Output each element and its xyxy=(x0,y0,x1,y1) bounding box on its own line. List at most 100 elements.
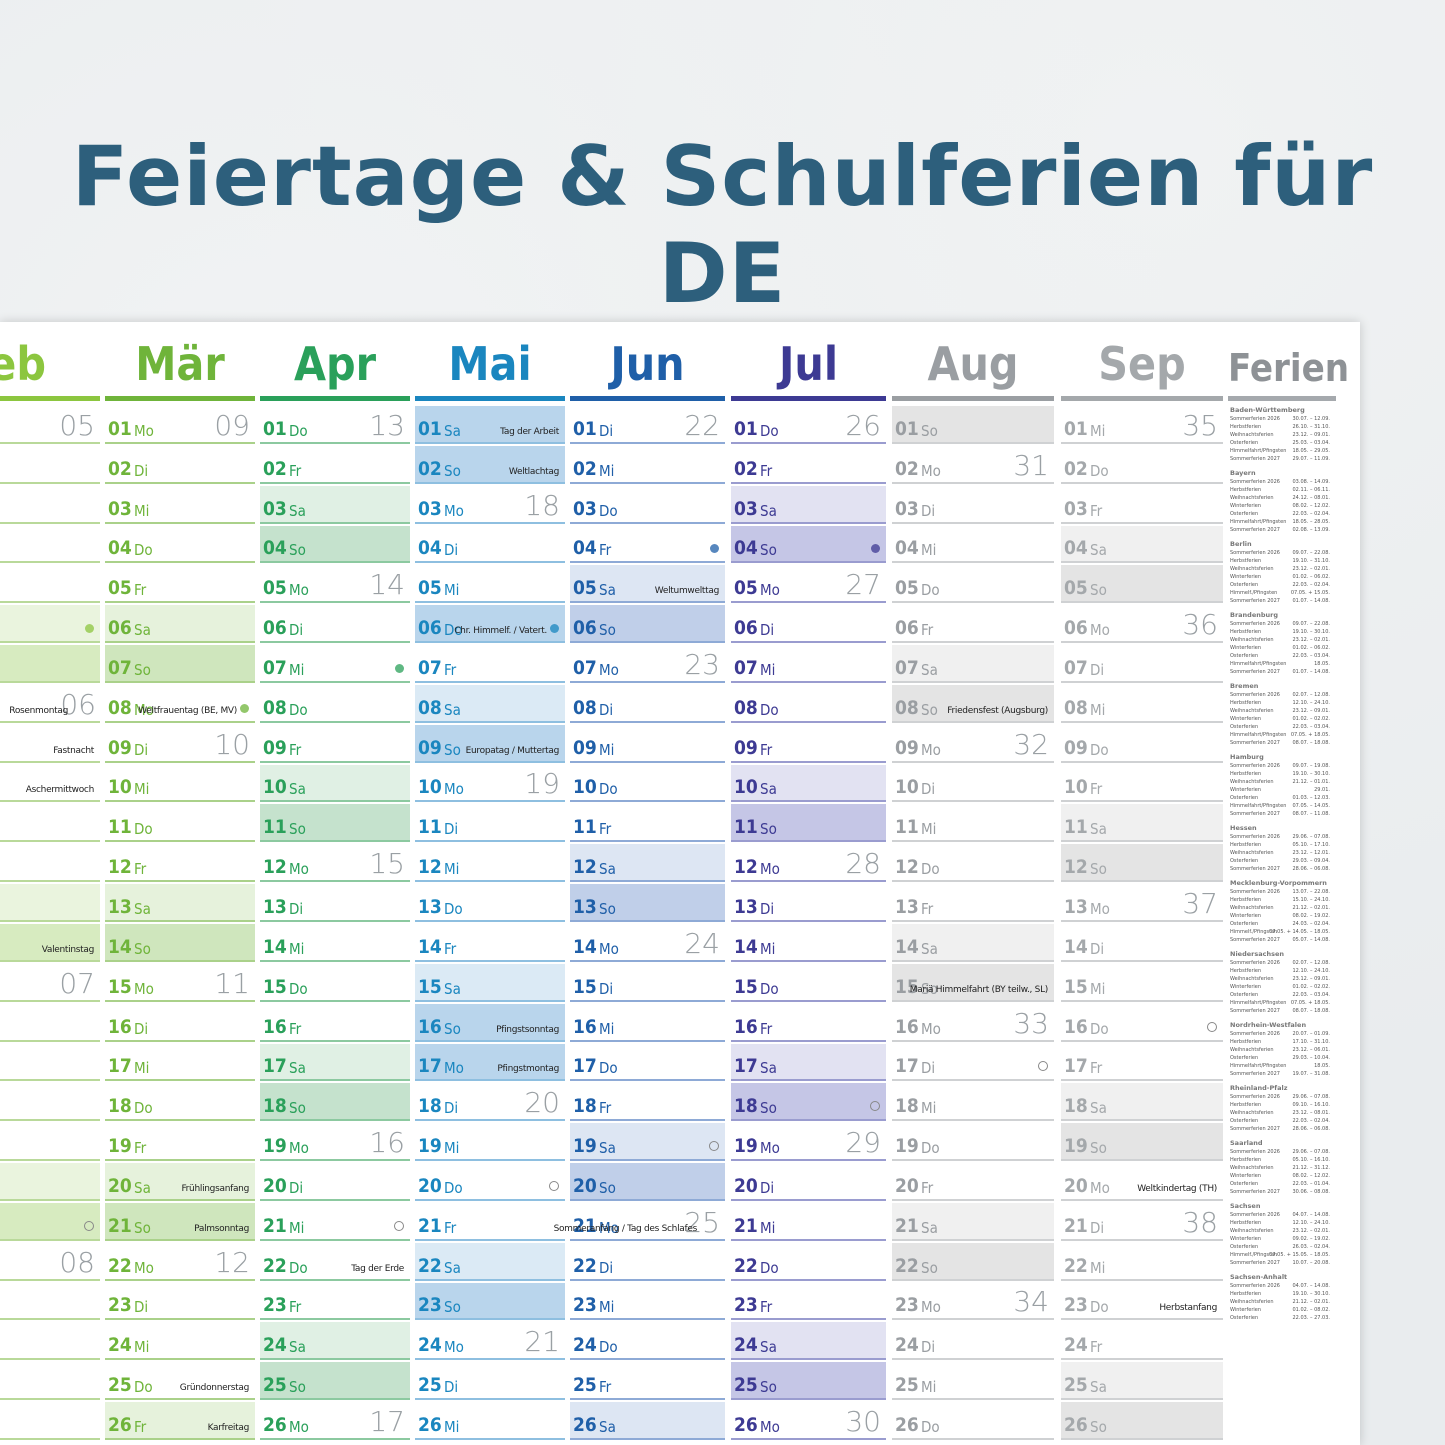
day-cell[interactable]: 06 So xyxy=(570,605,725,644)
day-cell[interactable]: 17 Do xyxy=(570,1044,725,1082)
day-cell[interactable]: 06 Di xyxy=(260,605,410,644)
day-cell[interactable]: 19 Mi xyxy=(415,1123,565,1162)
day-cell[interactable]: 10 Mi xyxy=(105,765,255,803)
day-cell[interactable]: 12 Mo 15 xyxy=(260,844,410,883)
day-cell[interactable]: 15 Do xyxy=(731,964,886,1002)
day-cell[interactable]: 05 Mi xyxy=(415,565,565,604)
day-cell[interactable]: 11 Do xyxy=(105,804,255,843)
day-cell[interactable]: 14 So xyxy=(105,923,255,962)
day-cell[interactable]: 09 Fr xyxy=(260,725,410,763)
day-cell[interactable]: 06 Fr xyxy=(892,605,1054,644)
day-cell[interactable]: 05 Fr xyxy=(105,565,255,604)
day-cell[interactable]: 10 Fr xyxy=(1061,765,1223,803)
day-cell[interactable]: 09 Do xyxy=(1061,725,1223,763)
day-cell[interactable]: 06 Di xyxy=(731,605,886,644)
day-cell[interactable]: 14 Mi xyxy=(260,924,410,962)
day-cell[interactable]: 22 Di xyxy=(570,1243,725,1281)
day-cell[interactable]: 06 Sa xyxy=(105,605,255,644)
day-cell[interactable]: 25 Fr xyxy=(570,1362,725,1401)
day-cell[interactable]: 09 Di 10 xyxy=(105,725,255,763)
day-cell[interactable]: 21 Sa xyxy=(892,1202,1054,1241)
day-cell[interactable]: 25 Di xyxy=(415,1362,565,1401)
day-cell[interactable]: 17 Fr xyxy=(1061,1044,1223,1082)
day-cell[interactable]: 26 Fr Karfreitag xyxy=(105,1402,255,1440)
day-cell[interactable]: 26 Mo 17 xyxy=(260,1402,410,1440)
day-cell[interactable]: 19 Mo 16 xyxy=(260,1123,410,1162)
day-cell[interactable]: 05 Mo 14 xyxy=(260,565,410,604)
day-cell[interactable]: 02 Fr xyxy=(731,446,886,484)
day-cell[interactable]: 25 So xyxy=(731,1362,886,1401)
day-cell[interactable]: 07 So xyxy=(105,645,255,683)
day-cell[interactable]: 24 Sa xyxy=(731,1322,886,1361)
day-cell[interactable]: 25 Do Gründonnerstag xyxy=(105,1362,255,1401)
day-cell[interactable]: 01 Do 13 xyxy=(260,406,410,444)
day-cell[interactable]: 25 So xyxy=(260,1362,410,1401)
day-cell[interactable] xyxy=(0,605,100,644)
day-cell[interactable] xyxy=(0,884,100,922)
day-cell[interactable] xyxy=(0,1322,100,1361)
day-cell[interactable]: 04 Do xyxy=(105,526,255,564)
day-cell[interactable]: 11 Mi xyxy=(892,804,1054,843)
day-cell[interactable]: 03 Sa xyxy=(260,485,410,524)
day-cell[interactable] xyxy=(0,1362,100,1401)
day-cell[interactable]: 08 Mi xyxy=(1061,685,1223,723)
day-cell[interactable]: 01 Mi 35 xyxy=(1061,406,1223,444)
day-cell[interactable]: Aschermittwoch xyxy=(0,765,100,803)
day-cell[interactable]: 08 Sa xyxy=(415,684,565,723)
day-cell[interactable]: 01 Do 26 xyxy=(731,406,886,444)
day-cell[interactable]: 14 Sa xyxy=(892,923,1054,962)
day-cell[interactable]: 24 Do xyxy=(570,1322,725,1361)
day-cell[interactable]: 18 Fr xyxy=(570,1083,725,1122)
day-cell[interactable]: 23 Mo 34 xyxy=(892,1283,1054,1321)
day-cell[interactable]: 13 Fr xyxy=(892,884,1054,922)
day-cell[interactable]: 12 Mo 28 xyxy=(731,844,886,883)
day-cell[interactable] xyxy=(0,565,100,604)
day-cell[interactable]: 16 Fr xyxy=(731,1004,886,1042)
day-cell[interactable]: 07 Di xyxy=(1061,645,1223,683)
day-cell[interactable]: 15 So Mariä Himmelfahrt (BY teilw., SL) xyxy=(892,963,1054,1002)
day-cell[interactable]: 16 So Pfingstsonntag xyxy=(415,1003,565,1042)
day-cell[interactable]: 04 So xyxy=(731,525,886,564)
day-cell[interactable]: 21 Mi xyxy=(260,1203,410,1241)
day-cell[interactable]: 01 Di 22 xyxy=(570,406,725,444)
day-cell[interactable]: 23 Mi xyxy=(570,1283,725,1321)
day-cell[interactable]: 08 Di xyxy=(570,685,725,723)
day-cell[interactable]: 09 Mi xyxy=(570,725,725,763)
day-cell[interactable]: 26 Sa xyxy=(570,1402,725,1440)
day-cell[interactable]: 24 Fr xyxy=(1061,1322,1223,1361)
day-cell[interactable]: 26 Do xyxy=(892,1402,1054,1440)
day-cell[interactable]: 13 So xyxy=(570,884,725,922)
day-cell[interactable]: 24 Mo 21 xyxy=(415,1322,565,1361)
day-cell[interactable]: 22 Mo 12 xyxy=(105,1243,255,1281)
day-cell[interactable]: 17 Sa xyxy=(731,1043,886,1082)
day-cell[interactable]: 08 Do xyxy=(260,685,410,723)
day-cell[interactable]: Fastnacht xyxy=(0,725,100,763)
day-cell[interactable]: Valentinstag xyxy=(0,923,100,962)
day-cell[interactable]: 11 Fr xyxy=(570,804,725,843)
day-cell[interactable]: 18 Sa xyxy=(1061,1083,1223,1122)
day-cell[interactable]: 12 Fr xyxy=(105,844,255,883)
day-cell[interactable]: 19 Mo 29 xyxy=(731,1123,886,1162)
day-cell[interactable]: 17 Sa xyxy=(260,1043,410,1082)
day-cell[interactable]: 11 So xyxy=(731,804,886,843)
day-cell[interactable]: 14 Di xyxy=(1061,924,1223,962)
day-cell[interactable]: 10 Mo 19 xyxy=(415,765,565,803)
day-cell[interactable]: 09 Fr xyxy=(731,725,886,763)
day-cell[interactable]: 01 Mo 09 xyxy=(105,406,255,444)
day-cell[interactable]: 04 Fr xyxy=(570,526,725,564)
day-cell[interactable]: 16 Do xyxy=(1061,1004,1223,1042)
day-cell[interactable]: 07 Fr xyxy=(415,645,565,683)
day-cell[interactable]: 15 Sa xyxy=(415,963,565,1002)
day-cell[interactable]: 20 So xyxy=(570,1163,725,1201)
day-cell[interactable]: 10 Di xyxy=(892,765,1054,803)
day-cell[interactable]: 20 Di xyxy=(731,1163,886,1201)
day-cell[interactable]: 22 Do Tag der Erde xyxy=(260,1243,410,1281)
day-cell[interactable]: 25 Mi xyxy=(892,1362,1054,1401)
day-cell[interactable]: 22 Mi xyxy=(1061,1243,1223,1281)
day-cell[interactable]: 13 Di xyxy=(731,884,886,922)
day-cell[interactable]: 02 So Weltlachtag xyxy=(415,445,565,484)
day-cell[interactable]: 02 Mi xyxy=(570,446,725,484)
day-cell[interactable]: 05 Mo 27 xyxy=(731,565,886,604)
day-cell[interactable]: 24 Mi xyxy=(105,1322,255,1361)
day-cell[interactable] xyxy=(0,446,100,484)
